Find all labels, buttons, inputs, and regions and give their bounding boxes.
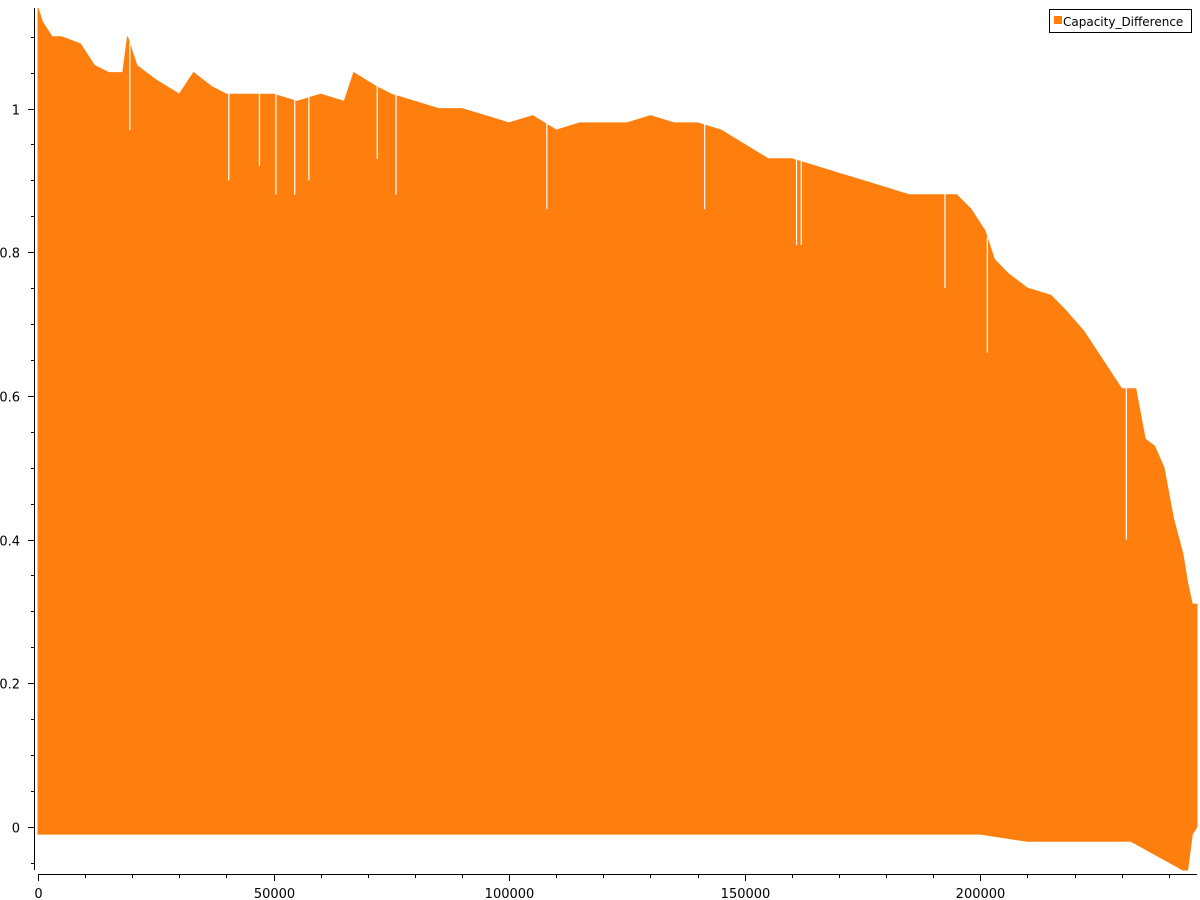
series-area-capacity-difference [37, 7, 1198, 871]
legend-swatch [1054, 16, 1062, 24]
x-tick-label: 150000 [721, 887, 771, 900]
y-tick-label: 0.6 [0, 391, 20, 406]
y-tick-label: 0.4 [0, 535, 20, 550]
x-tick-label: 100000 [485, 887, 535, 900]
x-axis: 0 50000 100000 150000 200000 [34, 874, 1197, 900]
legend-box [1049, 9, 1192, 33]
x-tick-label: 50000 [254, 887, 295, 900]
y-tick-label: 0.2 [0, 678, 20, 693]
x-tick-label: 0 [34, 887, 42, 900]
y-tick-label: 1 [12, 104, 20, 119]
y-axis: 0 0.2 0.4 0.6 0.8 1 [0, 8, 35, 870]
y-tick-label: 0 [12, 822, 20, 837]
legend-label: Capacity_Difference [1063, 15, 1183, 29]
y-tick-label: 0.8 [0, 247, 20, 262]
plot-area [37, 7, 1198, 871]
legend: Capacity_Difference [1049, 9, 1192, 33]
x-tick-label: 200000 [956, 887, 1006, 900]
